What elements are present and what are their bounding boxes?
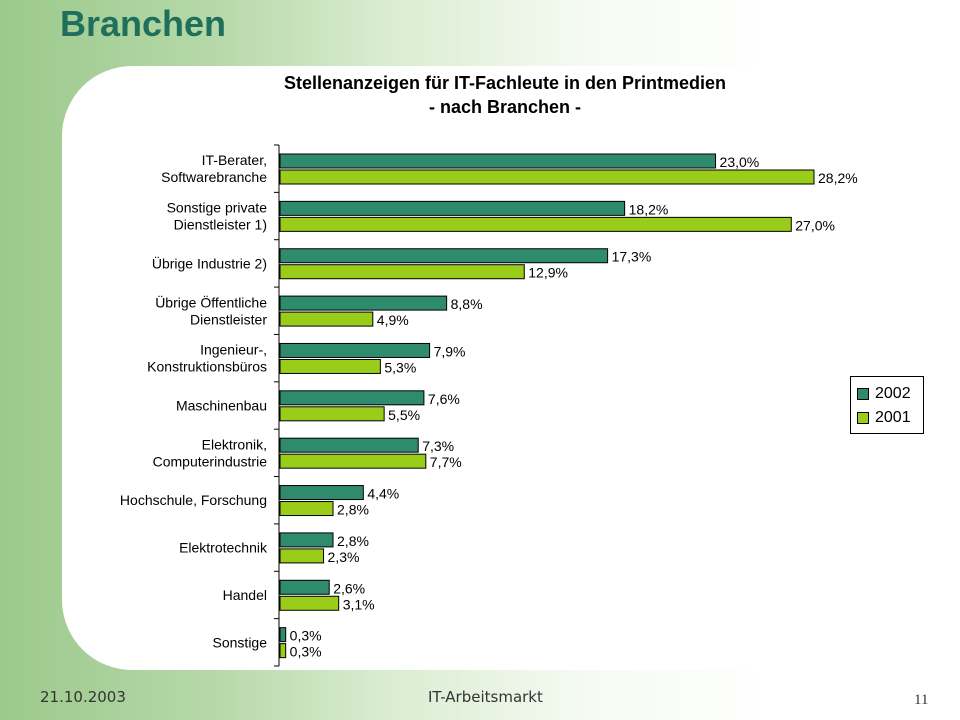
- footer-date: 21.10.2003: [40, 688, 126, 706]
- legend-label-2002: 2002: [875, 385, 911, 402]
- data-label-2002: 7,9%: [434, 343, 466, 359]
- data-label-2002: 0,3%: [290, 628, 322, 644]
- category-label: Übrige Öffentliche: [155, 293, 267, 310]
- bar-2002: [279, 532, 334, 548]
- bar-2002: [279, 153, 717, 169]
- bar-2001: [279, 358, 381, 374]
- bar-2002: [279, 579, 330, 595]
- category-label: Ingenieur-,: [200, 342, 267, 358]
- plot-area: IT-Berater,Softwarebranche 23,0% 28,2% Sons…: [120, 144, 858, 667]
- data-label-2002: 7,6%: [428, 391, 460, 407]
- data-label-2002: 23,0%: [720, 154, 760, 170]
- data-label-2002: 4,4%: [367, 486, 399, 502]
- data-label-2001: 5,5%: [388, 407, 420, 423]
- data-label-2001: 3,1%: [343, 596, 375, 612]
- chart-panel: Stellenanzeigen für IT-Fachleute in den …: [62, 66, 924, 670]
- legend-label-2001: 2001: [875, 409, 911, 426]
- data-label-2001: 12,9%: [528, 265, 568, 281]
- bar-2002: [279, 342, 431, 358]
- category-label: Hochschule, Forschung: [120, 492, 267, 508]
- legend-swatch-2001: [857, 412, 869, 424]
- data-label-2001: 0,3%: [290, 644, 322, 660]
- data-label-2001: 5,3%: [384, 359, 416, 375]
- data-label-2001: 28,2%: [818, 170, 858, 186]
- category-label: Sonstige private: [167, 200, 268, 216]
- bar-2002: [279, 390, 425, 406]
- data-label-2001: 2,3%: [328, 549, 360, 565]
- data-label-2001: 27,0%: [795, 217, 835, 233]
- data-label-2002: 18,2%: [629, 201, 669, 217]
- legend-item-2002: 2002: [857, 385, 911, 403]
- footer-presentation-title: IT-Arbeitsmarkt: [428, 688, 543, 706]
- bar-2001: [279, 548, 325, 564]
- bar-2001: [279, 643, 287, 659]
- category-label: Elektronik,: [202, 436, 267, 452]
- bar-2001: [279, 595, 340, 611]
- bar-2002: [279, 248, 609, 264]
- legend-swatch-2002: [857, 388, 869, 400]
- category-label: Dienstleister 1): [174, 217, 267, 233]
- category-label: Elektrotechnik: [179, 540, 268, 556]
- page-number: 11: [914, 692, 929, 708]
- slide-title: Branchen: [60, 3, 227, 44]
- data-label-2002: 7,3%: [422, 438, 454, 454]
- data-label-2001: 7,7%: [430, 454, 462, 470]
- category-label: Softwarebranche: [161, 169, 267, 185]
- category-label: Übrige Industrie 2): [152, 254, 267, 271]
- bar-2002: [279, 485, 364, 501]
- data-label-2002: 2,6%: [333, 580, 365, 596]
- bar-2001: [279, 311, 374, 327]
- bar-chart: Stellenanzeigen für IT-Fachleute in den …: [120, 73, 858, 667]
- legend: 2002 2001: [850, 376, 924, 434]
- bar-2001: [279, 501, 334, 517]
- data-label-2002: 17,3%: [612, 249, 652, 265]
- category-label: Maschinenbau: [176, 398, 267, 414]
- data-label-2001: 2,8%: [337, 502, 369, 518]
- bar-2002: [279, 627, 287, 643]
- chart-title-line-1: Stellenanzeigen für IT-Fachleute in den …: [284, 73, 726, 93]
- bar-2001: [279, 406, 385, 422]
- bar-2001: [279, 264, 525, 280]
- category-label: Konstruktionsbüros: [147, 359, 267, 375]
- legend-item-2001: 2001: [857, 409, 911, 427]
- bar-2002: [279, 437, 419, 453]
- chart-title-line-2: - nach Branchen -: [429, 97, 581, 117]
- category-label: IT-Berater,: [202, 152, 267, 168]
- category-label: Dienstleister: [190, 311, 267, 327]
- data-label-2002: 8,8%: [451, 296, 483, 312]
- data-label-2002: 2,8%: [337, 533, 369, 549]
- category-label: Handel: [223, 587, 267, 603]
- bar-2001: [279, 453, 427, 469]
- bar-2002: [279, 200, 626, 216]
- data-label-2001: 4,9%: [377, 312, 409, 328]
- bar-2002: [279, 295, 448, 311]
- category-label: Computerindustrie: [153, 453, 268, 469]
- bar-2001: [279, 169, 815, 185]
- category-label: Sonstige: [213, 634, 268, 650]
- bar-2001: [279, 216, 792, 232]
